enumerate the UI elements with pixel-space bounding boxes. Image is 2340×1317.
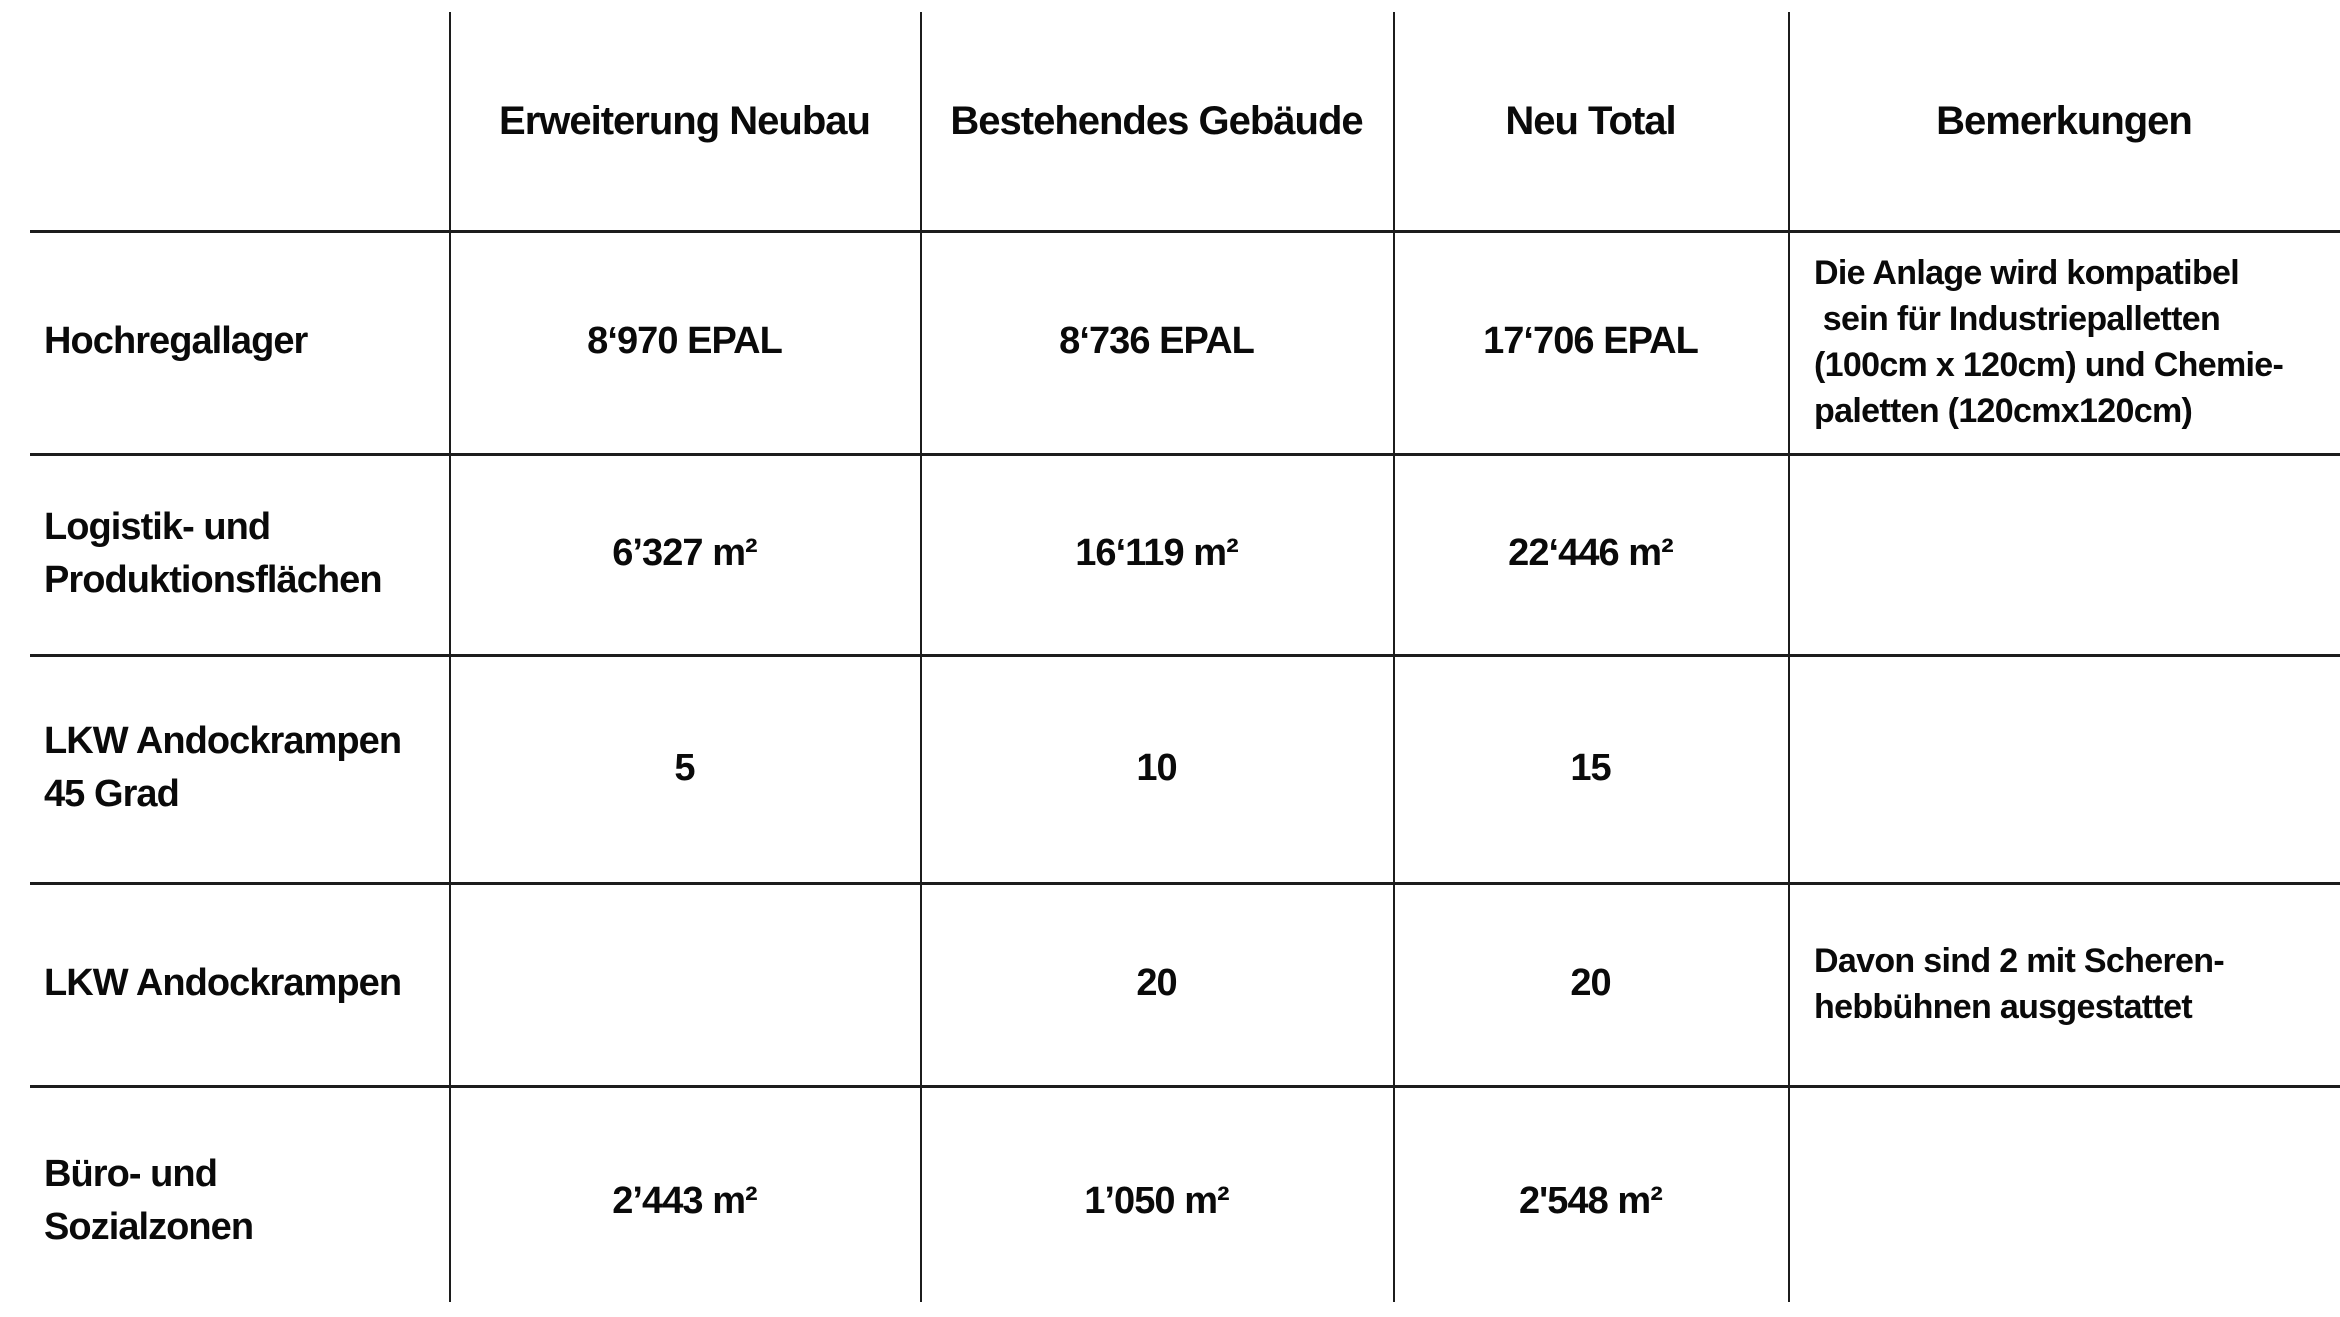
column-header-erweiterung-neubau: Erweiterung Neubau <box>499 98 871 143</box>
cell-buero-bemerkung <box>1788 1085 2340 1317</box>
cell-buero-bestehend: 1’050 m² <box>1084 1179 1229 1222</box>
cell-logistik-total: 22‘446 m² <box>1508 532 1674 574</box>
cell-buero-erweiterung: 2’443 m² <box>612 1179 757 1222</box>
cell-lkw45-bestehend: 10 <box>1136 746 1177 789</box>
cell-logistik-bemerkung <box>1788 453 2340 654</box>
row-divider-3 <box>30 882 2340 885</box>
column-header-neu-total: Neu Total <box>1505 98 1676 143</box>
row-label-buero-sozialzonen: Büro- und Sozialzonen <box>44 1153 254 1248</box>
cell-logistik-bestehend: 16‘119 m² <box>1075 532 1239 574</box>
row-label-lkw-andockrampen: LKW Andockrampen <box>44 962 402 1004</box>
cell-hochregallager-bemerkung: Die Anlage wird kompatibel sein für Indu… <box>1814 253 2284 430</box>
cell-logistik-erweiterung: 6’327 m² <box>612 532 757 574</box>
cell-hochregallager-erweiterung: 8‘970 EPAL <box>587 320 783 362</box>
cell-hochregallager-bestehend: 8‘736 EPAL <box>1059 320 1255 362</box>
cell-hochregallager-total: 17‘706 EPAL <box>1483 320 1699 362</box>
cell-lkw-bemerkung: Davon sind 2 mit Scheren- hebbühnen ausg… <box>1814 941 2225 1026</box>
cell-lkw45-total: 15 <box>1570 746 1611 789</box>
column-header-bestehendes-gebaeude: Bestehendes Gebäude <box>950 98 1363 143</box>
cell-lkw45-erweiterung: 5 <box>674 746 695 789</box>
cell-lkw45-bemerkung <box>1788 654 2340 882</box>
column-header-bemerkungen: Bemerkungen <box>1936 98 2193 143</box>
row-label-logistik-produktionsflaechen: Logistik- und Produktionsflächen <box>44 505 383 601</box>
row-divider-2 <box>30 654 2340 657</box>
row-divider-header <box>30 230 2340 233</box>
row-label-lkw-andockrampen-45-grad: LKW Andockrampen 45 Grad <box>44 720 402 815</box>
cell-buero-total: 2'548 m² <box>1519 1179 1663 1222</box>
column-divider-3 <box>1393 12 1395 1302</box>
row-label-hochregallager: Hochregallager <box>44 320 308 362</box>
cell-lkw-bestehend: 20 <box>1136 962 1177 1004</box>
cell-lkw-total: 20 <box>1570 962 1611 1004</box>
column-divider-2 <box>920 12 922 1302</box>
cell-lkw-erweiterung <box>449 882 920 1085</box>
row-divider-4 <box>30 1085 2340 1088</box>
row-divider-1 <box>30 453 2340 456</box>
column-divider-1 <box>449 12 451 1302</box>
column-divider-4 <box>1788 12 1790 1302</box>
